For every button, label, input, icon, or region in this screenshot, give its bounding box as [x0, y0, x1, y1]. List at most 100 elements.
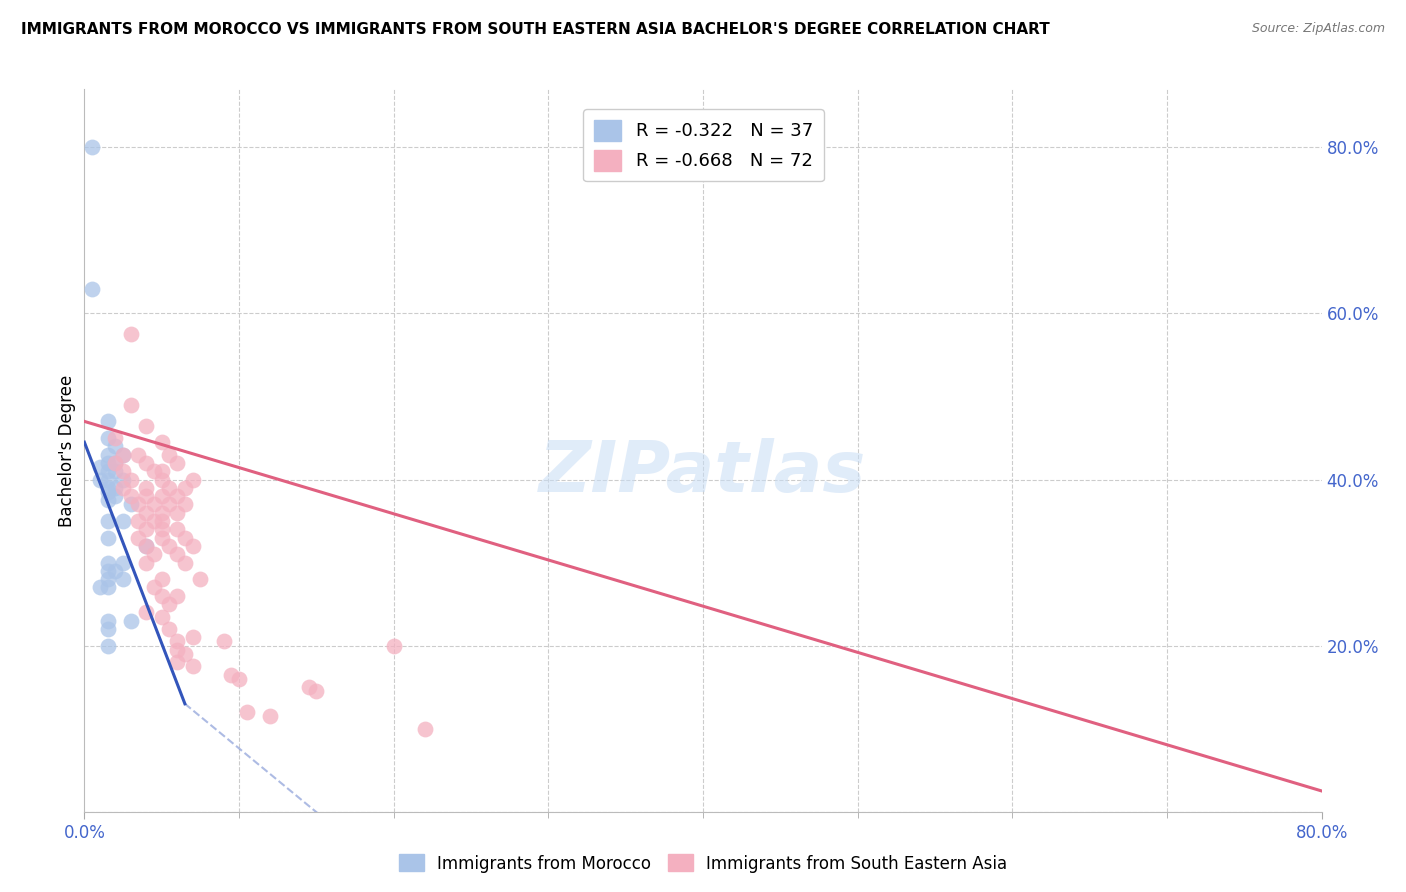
Point	[104, 431, 127, 445]
Point	[166, 456, 188, 470]
Point	[120, 498, 142, 512]
Point	[150, 609, 173, 624]
Text: IMMIGRANTS FROM MOROCCO VS IMMIGRANTS FROM SOUTH EASTERN ASIA BACHELOR'S DEGREE : IMMIGRANTS FROM MOROCCO VS IMMIGRANTS FR…	[21, 22, 1050, 37]
Point	[96, 485, 118, 500]
Point	[89, 581, 111, 595]
Point	[159, 539, 180, 553]
Point	[135, 418, 157, 433]
Point	[135, 606, 157, 620]
Point	[96, 473, 118, 487]
Point	[89, 460, 111, 475]
Point	[298, 680, 321, 694]
Point	[135, 481, 157, 495]
Point	[96, 639, 118, 653]
Point	[96, 431, 118, 445]
Point	[104, 489, 127, 503]
Point	[135, 522, 157, 536]
Point	[159, 597, 180, 611]
Point	[413, 722, 436, 736]
Point	[212, 634, 235, 648]
Point	[96, 464, 118, 478]
Point	[159, 481, 180, 495]
Point	[120, 327, 142, 342]
Point	[96, 614, 118, 628]
Point	[96, 493, 118, 508]
Point	[127, 448, 149, 462]
Point	[112, 572, 135, 586]
Point	[174, 647, 197, 661]
Point	[235, 705, 259, 719]
Point	[112, 473, 135, 487]
Point	[135, 539, 157, 553]
Legend: Immigrants from Morocco, Immigrants from South Eastern Asia: Immigrants from Morocco, Immigrants from…	[392, 847, 1014, 880]
Point	[143, 464, 166, 478]
Point	[159, 622, 180, 636]
Point	[96, 572, 118, 586]
Point	[96, 514, 118, 528]
Point	[305, 684, 328, 698]
Point	[96, 481, 118, 495]
Point	[104, 456, 127, 470]
Point	[120, 398, 142, 412]
Point	[150, 506, 173, 520]
Text: ZIPatlas: ZIPatlas	[540, 438, 866, 507]
Point	[96, 581, 118, 595]
Point	[174, 556, 197, 570]
Point	[96, 448, 118, 462]
Point	[112, 448, 135, 462]
Point	[174, 531, 197, 545]
Point	[143, 581, 166, 595]
Point	[188, 572, 212, 586]
Point	[96, 564, 118, 578]
Point	[96, 556, 118, 570]
Point	[150, 435, 173, 450]
Point	[166, 506, 188, 520]
Point	[181, 539, 204, 553]
Point	[135, 556, 157, 570]
Point	[143, 498, 166, 512]
Point	[112, 448, 135, 462]
Point	[166, 547, 188, 561]
Point	[104, 564, 127, 578]
Point	[143, 547, 166, 561]
Point	[104, 439, 127, 453]
Point	[382, 639, 405, 653]
Point	[228, 672, 250, 686]
Point	[135, 539, 157, 553]
Point	[166, 655, 188, 669]
Point	[112, 556, 135, 570]
Point	[259, 709, 281, 723]
Point	[135, 506, 157, 520]
Point	[104, 481, 127, 495]
Point	[96, 622, 118, 636]
Point	[143, 514, 166, 528]
Point	[174, 481, 197, 495]
Point	[82, 140, 104, 154]
Point	[150, 531, 173, 545]
Point	[104, 464, 127, 478]
Y-axis label: Bachelor's Degree: Bachelor's Degree	[58, 375, 76, 526]
Point	[120, 473, 142, 487]
Point	[221, 667, 243, 681]
Point	[135, 489, 157, 503]
Point	[174, 498, 197, 512]
Point	[150, 572, 173, 586]
Point	[127, 531, 149, 545]
Text: Source: ZipAtlas.com: Source: ZipAtlas.com	[1251, 22, 1385, 36]
Point	[159, 448, 180, 462]
Point	[181, 659, 204, 673]
Point	[82, 281, 104, 295]
Point	[181, 473, 204, 487]
Point	[150, 473, 173, 487]
Point	[181, 630, 204, 644]
Legend: R = -0.322   N = 37, R = -0.668   N = 72: R = -0.322 N = 37, R = -0.668 N = 72	[583, 109, 824, 181]
Point	[166, 642, 188, 657]
Point	[159, 498, 180, 512]
Point	[135, 456, 157, 470]
Point	[150, 522, 173, 536]
Point	[96, 414, 118, 428]
Point	[166, 589, 188, 603]
Point	[104, 456, 127, 470]
Point	[112, 464, 135, 478]
Point	[89, 473, 111, 487]
